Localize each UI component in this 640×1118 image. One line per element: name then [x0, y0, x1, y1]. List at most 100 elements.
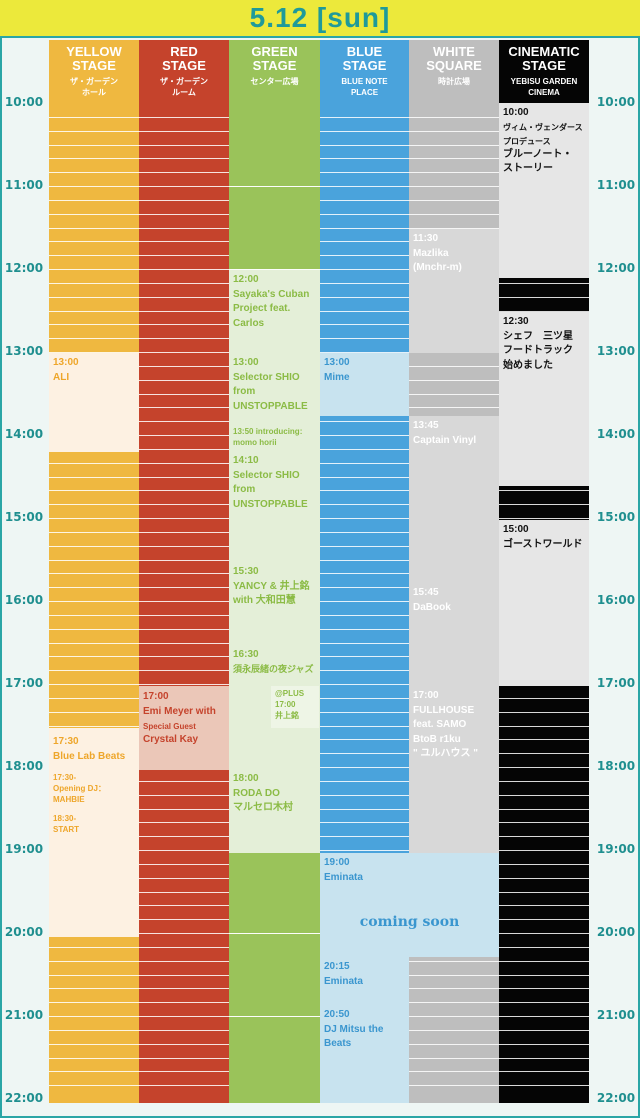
stage-name: CINEMATIC — [508, 44, 580, 59]
slot-line — [139, 988, 229, 989]
slot-line — [320, 421, 409, 422]
event-artist: Selector SHIO — [233, 469, 300, 481]
event-block[interactable]: 12:00 Sayaka's Cuban Project feat. Carlo… — [229, 270, 320, 353]
slot-line — [49, 463, 139, 464]
event-artist: Eminata — [324, 975, 363, 987]
slot-line — [320, 726, 409, 727]
event-artist: DaBook — [413, 601, 451, 613]
slot-line — [409, 214, 499, 215]
hour-line — [229, 933, 320, 934]
event-block[interactable]: 17:00 FULLHOUSE feat. SAMO BtoB r1ku " ユ… — [409, 686, 499, 853]
event-artist: " ユルハウス " — [413, 748, 479, 759]
stage-name: WHITE — [433, 44, 475, 59]
slot-line — [139, 656, 229, 657]
slot-line — [409, 407, 499, 408]
slot-line — [49, 158, 139, 159]
slot-line — [49, 988, 139, 989]
time-label: 17:00 — [4, 676, 44, 690]
stage-venue: YEBISU GARDEN — [510, 77, 578, 86]
event-block[interactable]: 13:50 introducing: momo horii — [229, 422, 320, 451]
slot-line — [139, 919, 229, 920]
slot-line — [320, 228, 409, 229]
plus-event-block[interactable]: @PLUS 17:00 井上銘 — [271, 686, 319, 728]
event-time: 10:00 — [503, 107, 529, 118]
slot-line — [229, 200, 320, 201]
event-time: 13:45 — [413, 420, 439, 431]
event-block[interactable]: 20:15 Eminata — [320, 957, 409, 1005]
stage-name-2: STAGE — [162, 58, 206, 73]
event-block[interactable]: 12:30 シェフ 三ツ星 フードトラック 始めました — [499, 312, 589, 486]
slot-line — [229, 905, 320, 906]
slot-line — [139, 186, 229, 187]
slot-line — [320, 532, 409, 533]
event-block[interactable]: 18:00 RODA DO マルセロ木村 — [229, 769, 320, 853]
plus-time: 17:00 — [275, 700, 296, 709]
slot-line — [139, 1058, 229, 1059]
slot-line — [499, 781, 589, 782]
event-block[interactable]: 13:00 ALI — [49, 353, 139, 452]
slot-line — [139, 366, 229, 367]
slot-line — [409, 1016, 499, 1017]
slot-line — [229, 1071, 320, 1072]
slot-line — [320, 850, 409, 851]
event-block[interactable]: 10:00 ヴィム・ヴェンダース プロデュース ブルーノート・ ストーリー — [499, 103, 589, 278]
slot-line — [49, 490, 139, 491]
slot-line — [229, 214, 320, 215]
slot-line — [49, 684, 139, 685]
time-label: 21:00 — [4, 1008, 44, 1022]
slot-line — [139, 670, 229, 671]
slot-line — [139, 283, 229, 284]
slot-line — [409, 1002, 499, 1003]
event-artist: from — [233, 386, 256, 397]
event-artist: Project feat. — [233, 303, 291, 314]
slot-line — [499, 1016, 589, 1017]
event-block[interactable]: 17:00 Emi Meyer with Special Guest Cryst… — [139, 686, 229, 770]
slot-line — [499, 490, 589, 491]
slot-line — [49, 1058, 139, 1059]
event-block[interactable]: 15:00 ゴーストワールド — [499, 520, 589, 686]
slot-line — [49, 670, 139, 671]
event-block[interactable]: 15:45 DaBook — [409, 583, 499, 686]
slot-line — [139, 435, 229, 436]
event-block[interactable]: 17:30 Blue Lab Beats 17:30- Opening DJ：M… — [49, 728, 139, 937]
event-block[interactable]: 11:30 Mazlika (Mnchr-m) — [409, 229, 499, 353]
event-artist: Beats — [324, 1038, 352, 1049]
slot-line — [139, 1071, 229, 1072]
event-artist: Sayaka's Cuban — [233, 288, 310, 300]
time-label: 21:00 — [596, 1008, 636, 1022]
slot-line — [49, 656, 139, 657]
slot-line — [320, 643, 409, 644]
stage-venue: 時計広場 — [438, 77, 470, 86]
slot-line — [229, 117, 320, 118]
event-block[interactable]: 14:10 Selector SHIO from UNSTOPPABLE — [229, 451, 320, 562]
slot-line — [409, 158, 499, 159]
event-block[interactable]: 15:30 YANCY & 井上銘 with 大和田慧 — [229, 562, 320, 645]
event-block[interactable]: 13:00 Mime — [320, 353, 409, 416]
slot-line — [320, 131, 409, 132]
event-block[interactable]: 13:00 Selector SHIO from UNSTOPPABLE — [229, 353, 320, 422]
slot-line — [320, 546, 409, 547]
time-label: 15:00 — [4, 510, 44, 524]
time-label: 11:00 — [4, 178, 44, 192]
slot-line — [320, 684, 409, 685]
slot-line — [320, 504, 409, 505]
slot-line — [320, 767, 409, 768]
slot-line — [499, 864, 589, 865]
slot-line — [49, 1016, 139, 1017]
slot-line — [139, 1044, 229, 1045]
slot-line — [409, 1044, 499, 1045]
stage-name: GREEN — [251, 44, 298, 59]
event-artist-sub: Special Guest — [143, 722, 196, 731]
event-time: 13:50 — [233, 427, 254, 436]
event-block[interactable]: 19:00 Eminata — [320, 853, 499, 895]
slot-line — [499, 1058, 589, 1059]
event-block[interactable]: 20:50 DJ Mitsu the Beats — [320, 1005, 409, 1103]
slot-line — [499, 726, 589, 727]
time-label: 19:00 — [4, 842, 44, 856]
slot-line — [320, 587, 409, 588]
event-note: Opening DJ：MAHBIE — [53, 784, 106, 804]
slot-line — [49, 131, 139, 132]
stage-venue-2: ホール — [82, 88, 106, 97]
event-block[interactable]: 13:45 Captain Vinyl — [409, 416, 499, 583]
slot-line — [320, 670, 409, 671]
